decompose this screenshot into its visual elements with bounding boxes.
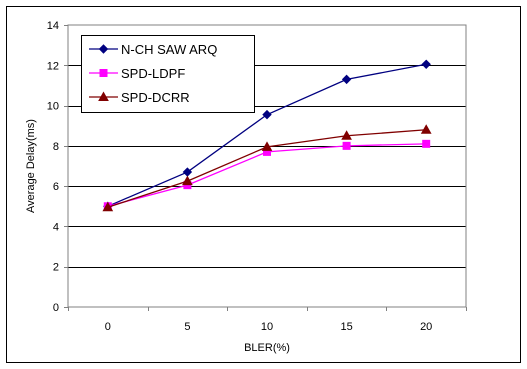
y-tick-label: 12 [47, 60, 59, 72]
data-point-spd-dcrr [341, 130, 352, 140]
data-point-spd-dcrr [102, 201, 114, 212]
plot-area [67, 24, 467, 308]
data-point-n-ch-saw-arq [421, 59, 431, 69]
y-tick-label: 10 [47, 101, 59, 113]
legend-label-spd-dcrr: SPD-DCRR [121, 90, 190, 105]
x-tick-label: 10 [261, 321, 273, 333]
data-point-spd-dcrr [261, 141, 273, 151]
y-axis-label: Average Delay(ms) [25, 119, 37, 213]
y-tick-label: 2 [53, 262, 59, 274]
legend: N-CH SAW ARQ SPD-LDPF SPD-DCRR [81, 35, 255, 113]
y-tick-label: 14 [47, 20, 59, 32]
legend-box [81, 35, 255, 113]
x-axis-label: BLER(%) [244, 342, 290, 354]
series-layer [102, 59, 432, 212]
x-tick-label: 5 [184, 321, 190, 333]
legend-marker-n-ch-saw-arq [98, 44, 109, 54]
legend-marker-spd-ldpf [99, 69, 108, 77]
legend-label-n-ch-saw-arq: N-CH SAW ARQ [121, 42, 217, 57]
data-point-spd-dcrr [182, 175, 193, 186]
data-point-spd-ldpf [422, 139, 431, 148]
data-point-spd-dcrr [420, 124, 432, 134]
series-spd-dcrr [102, 124, 432, 212]
y-tick-label: 0 [53, 302, 59, 314]
legend-marker-spd-dcrr [98, 91, 109, 101]
x-tick-label: 20 [420, 321, 432, 333]
data-point-spd-ldpf [342, 141, 351, 150]
data-point-n-ch-saw-arq [341, 74, 352, 85]
y-tick-label: 6 [53, 181, 59, 193]
data-point-n-ch-saw-arq [262, 109, 272, 120]
axes: 0 2 4 6 8 10 12 14 0 5 10 15 20 [47, 20, 467, 333]
x-tick-label: 15 [340, 321, 352, 333]
y-tick-label: 8 [53, 141, 59, 153]
legend-label-spd-ldpf: SPD-LDPF [121, 66, 185, 81]
y-tick-label: 4 [53, 221, 59, 233]
x-tick-label: 0 [105, 321, 111, 333]
